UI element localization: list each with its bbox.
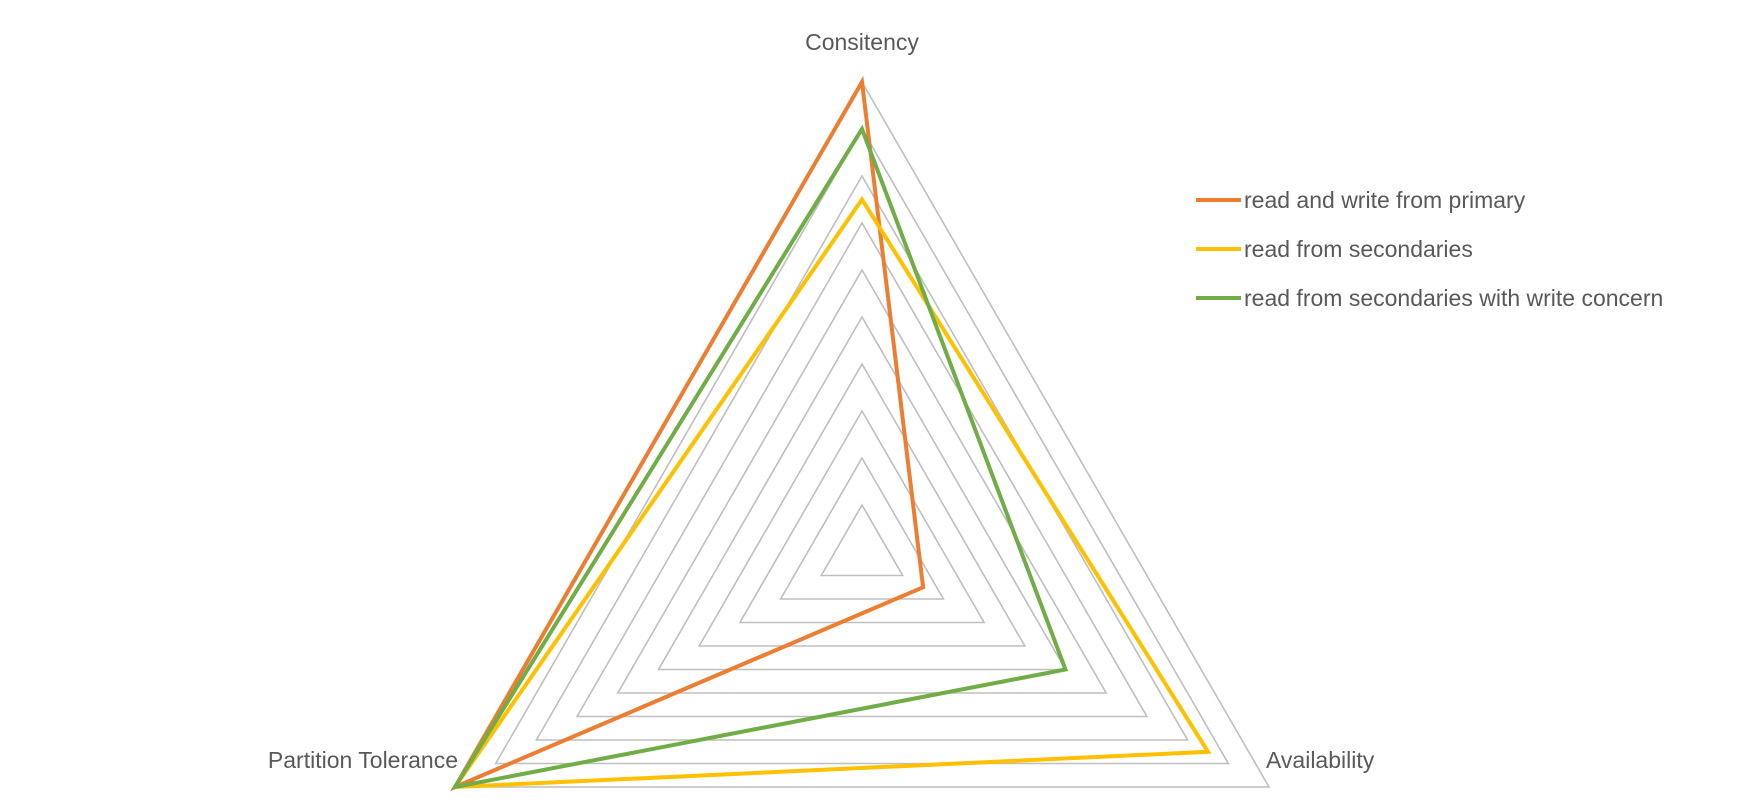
- radar-grid: [453, 80, 1271, 788]
- grid-ring-4: [697, 362, 1027, 647]
- radar-series: [450, 75, 1212, 792]
- grid-ring-1: [819, 503, 905, 577]
- legend-item-secondaries[interactable]: read from secondaries: [1196, 236, 1473, 262]
- grid-ring-3: [738, 409, 986, 624]
- legend-item-primary[interactable]: read and write from primary: [1196, 187, 1526, 213]
- legend-item-secondaries-write-concern[interactable]: read from secondaries with write concern: [1196, 285, 1663, 311]
- series-line-secondaries-write-concern[interactable]: [450, 124, 1069, 790]
- grid-ring-5: [657, 315, 1067, 671]
- grid-ring-10: [453, 80, 1271, 788]
- axis-label-partition-tolerance: Partition Tolerance: [268, 747, 458, 773]
- grid-ring-6: [616, 268, 1108, 694]
- legend-label-secondaries-write-concern: read from secondaries with write concern: [1244, 285, 1663, 311]
- legend: read and write from primary read from se…: [1196, 187, 1663, 311]
- series-line-secondaries[interactable]: [451, 195, 1212, 790]
- legend-label-secondaries: read from secondaries: [1244, 236, 1473, 262]
- grid-ring-9: [494, 127, 1230, 765]
- axis-label-availability: Availability: [1266, 747, 1375, 773]
- axis-label-consistency: Consitency: [805, 29, 919, 55]
- grid-ring-2: [779, 456, 945, 600]
- series-line-primary[interactable]: [450, 75, 926, 792]
- legend-label-primary: read and write from primary: [1244, 187, 1526, 213]
- grid-ring-7: [575, 221, 1149, 718]
